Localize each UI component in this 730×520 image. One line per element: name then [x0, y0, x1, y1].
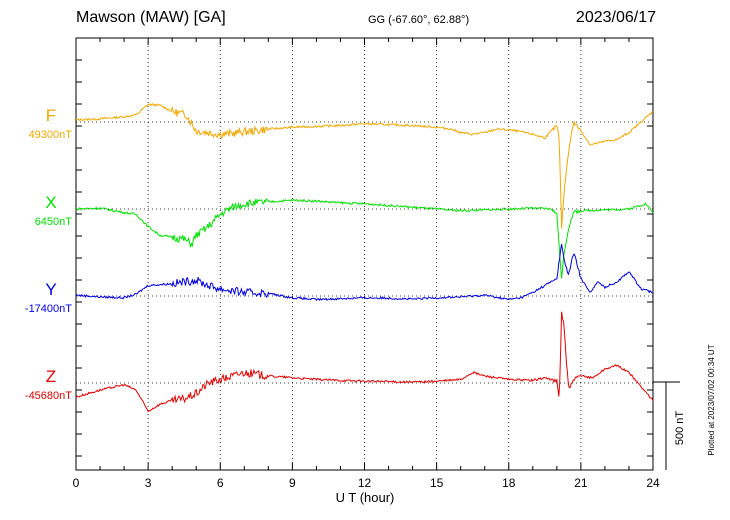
channel-baseline-x: 6450nT — [35, 216, 73, 228]
coordinates-label: GG (-67.60°, 62.88°) — [368, 14, 470, 26]
axis-ticks: 0 3 6 9 12 15 18 21 24 — [73, 38, 660, 490]
scale-bar: 500 nT — [653, 381, 686, 470]
x-axis-label: U T (hour) — [336, 490, 395, 505]
channel-label-x: X — [45, 193, 56, 212]
channel-baseline-y: -17400nT — [25, 303, 72, 315]
channel-label-z: Z — [46, 367, 56, 386]
x-tick-label: 18 — [502, 476, 516, 490]
scale-bar-label: 500 nT — [674, 411, 686, 446]
plotted-timestamp: Plotted at 2023/07/02 00:34 UT — [707, 344, 716, 455]
channel-baseline-f: 49300nT — [29, 129, 73, 141]
grid-lines — [76, 38, 653, 470]
x-tick-label: 6 — [217, 476, 224, 490]
series-line-z — [75, 311, 654, 413]
series-line-y — [75, 244, 654, 302]
x-tick-label: 15 — [430, 476, 444, 490]
x-tick-label: 0 — [73, 476, 80, 490]
channel-labels: F 49300nT X 6450nT Y -17400nT Z -45680nT — [25, 106, 72, 402]
station-title: Mawson (MAW) [GA] — [76, 9, 226, 26]
channel-label-f: F — [46, 106, 56, 125]
x-tick-label: 3 — [145, 476, 152, 490]
series-group — [75, 103, 654, 413]
series-line-x — [75, 197, 654, 279]
channel-label-y: Y — [45, 280, 56, 299]
x-tick-label: 9 — [289, 476, 296, 490]
x-tick-label: 24 — [646, 476, 660, 490]
channel-baseline-z: -45680nT — [25, 390, 72, 402]
date-label: 2023/06/17 — [575, 9, 656, 26]
x-tick-label: 21 — [574, 476, 588, 490]
series-line-f — [75, 103, 654, 229]
x-tick-label: 12 — [358, 476, 372, 490]
